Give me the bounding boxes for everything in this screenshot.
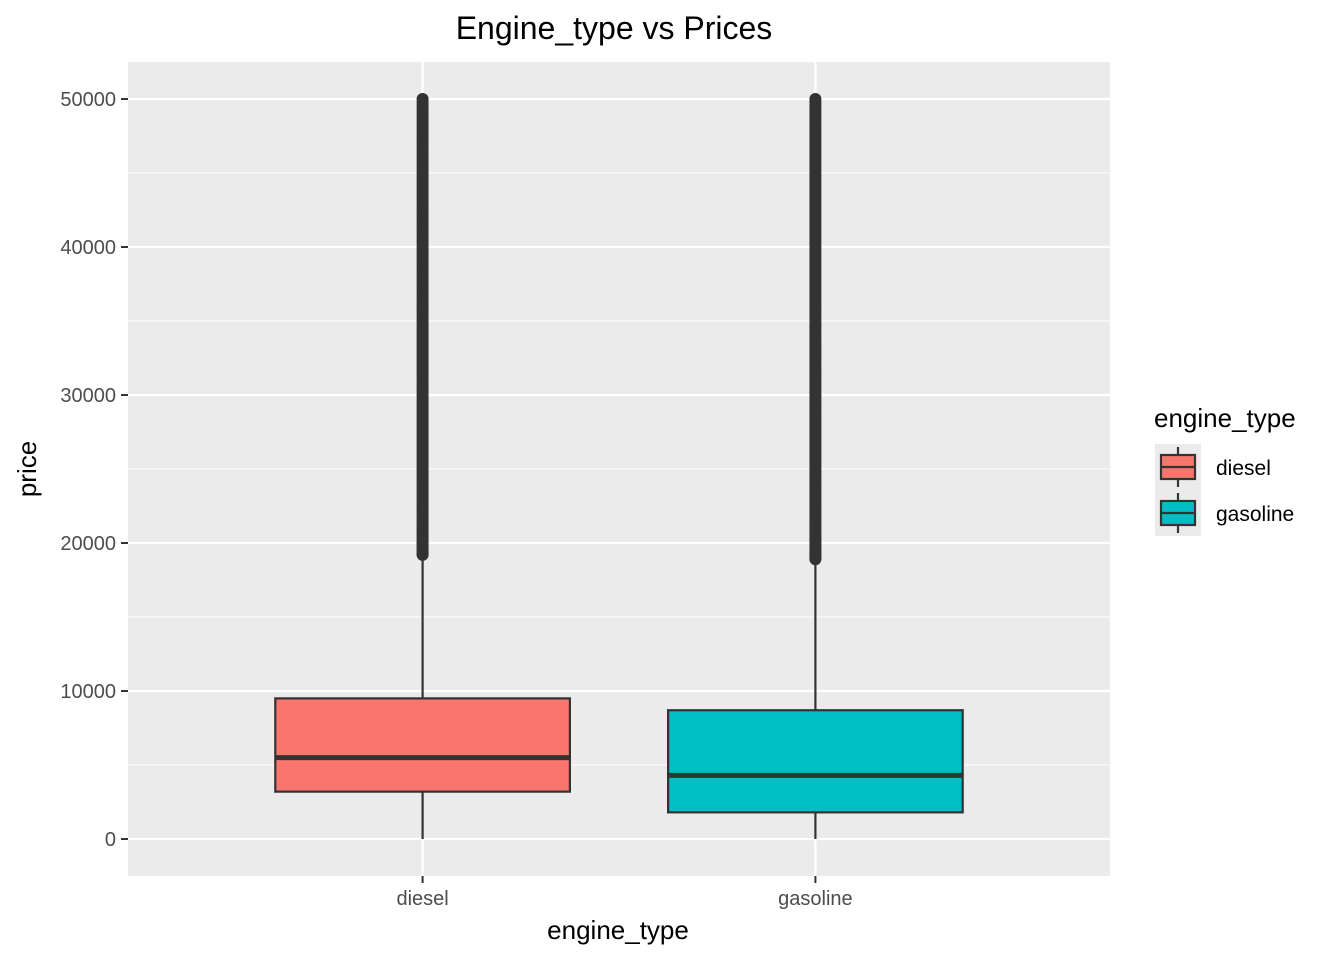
- legend-item-gasoline: gasoline: [1159, 493, 1294, 533]
- outlier-point: [416, 93, 429, 105]
- legend-item-diesel: diesel: [1159, 447, 1271, 487]
- legend: engine_type diesel gasoline: [1154, 403, 1296, 536]
- y-axis-title: price: [12, 441, 42, 497]
- outlier-point: [809, 93, 822, 105]
- x-tick-label: diesel: [396, 888, 448, 910]
- y-tick-label: 40000: [60, 237, 116, 259]
- y-tick-label: 50000: [60, 89, 116, 111]
- legend-items: diesel gasoline: [1155, 444, 1294, 536]
- iqr-box: [666, 709, 964, 814]
- iqr-box: [274, 697, 571, 793]
- x-tick-label: gasoline: [778, 888, 853, 910]
- y-tick-label: 10000: [60, 681, 116, 703]
- outliers-gasoline: [809, 93, 822, 566]
- y-tick-label: 0: [105, 829, 116, 851]
- outliers-diesel: [416, 93, 429, 561]
- y-axis: 0 10000 20000 30000 40000 50000: [60, 89, 128, 851]
- legend-title: engine_type: [1154, 403, 1296, 433]
- box-diesel: [274, 93, 571, 839]
- y-tick-label: 30000: [60, 385, 116, 407]
- y-tick-label: 20000: [60, 533, 116, 555]
- box-gasoline: [666, 93, 964, 839]
- chart-title: Engine_type vs Prices: [456, 10, 773, 46]
- x-axis-title: engine_type: [547, 915, 689, 945]
- grid-lines: [128, 62, 1110, 876]
- legend-label: diesel: [1216, 457, 1271, 480]
- boxes: [274, 93, 964, 839]
- x-axis: diesel gasoline: [396, 876, 853, 910]
- legend-label: gasoline: [1216, 503, 1294, 526]
